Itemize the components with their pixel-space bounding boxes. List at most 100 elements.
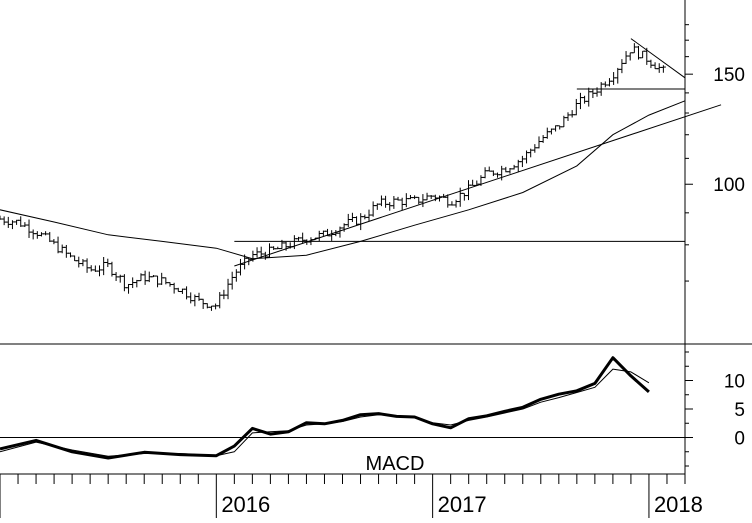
price-bar — [619, 59, 625, 74]
price-bar — [221, 289, 227, 300]
price-bar — [217, 292, 223, 309]
price-bar — [383, 195, 389, 208]
price-bar — [354, 216, 360, 226]
price-bar — [532, 144, 538, 153]
price-y-tick-label: 100 — [713, 175, 745, 196]
price-bar — [553, 125, 559, 132]
price-bar — [266, 243, 272, 258]
price-bar — [175, 287, 181, 293]
price-bar — [208, 305, 214, 311]
price-bar — [155, 275, 161, 288]
trendline — [630, 38, 686, 79]
price-panel — [0, 38, 722, 311]
price-bar — [171, 282, 177, 294]
price-bar — [391, 196, 397, 209]
price-bar — [623, 51, 629, 64]
macd-thin-line — [0, 368, 650, 457]
price-bar — [660, 65, 666, 73]
macd-panel: MACD — [0, 356, 685, 475]
price-bar — [213, 303, 219, 310]
price-bar — [652, 62, 658, 70]
price-bar — [63, 244, 69, 258]
price-bar — [229, 271, 235, 290]
price-bar — [453, 199, 459, 208]
trendline — [234, 104, 722, 267]
price-bar — [18, 216, 24, 227]
price-bar — [519, 155, 525, 168]
moving-average-line — [0, 100, 686, 260]
price-bar — [420, 194, 426, 208]
price-bar — [606, 78, 612, 87]
price-bar — [631, 43, 637, 54]
price-bar — [640, 50, 646, 59]
price-bar — [403, 193, 409, 208]
price-bar — [482, 167, 488, 179]
macd-y-tick-label: 10 — [724, 372, 745, 393]
price-bar — [5, 216, 11, 228]
price-bar — [470, 179, 476, 186]
price-bar — [627, 52, 633, 61]
price-bar — [1, 216, 7, 226]
price-bar — [142, 270, 148, 285]
price-bar — [159, 272, 165, 285]
price-bar — [565, 112, 571, 121]
price-bar — [569, 110, 575, 118]
price-bar — [540, 135, 546, 143]
price-bar — [407, 194, 413, 200]
price-bar — [656, 63, 662, 73]
price-bar — [648, 59, 654, 69]
price-bar — [387, 202, 393, 211]
macd-y-tick-label: 5 — [734, 400, 745, 421]
price-bar — [88, 265, 94, 272]
price-bar — [105, 258, 111, 268]
price-bar — [573, 98, 579, 116]
price-bar — [84, 258, 90, 273]
price-bar — [486, 166, 492, 172]
price-bar — [163, 277, 169, 285]
price-bar — [582, 95, 588, 104]
price-bar — [611, 72, 617, 85]
price-bar — [26, 219, 32, 238]
price-bar — [72, 255, 78, 262]
price-bar — [76, 256, 82, 268]
price-bar — [30, 229, 36, 240]
price-bar — [55, 236, 61, 254]
price-y-tick-label: 150 — [713, 65, 745, 86]
price-bar — [586, 87, 592, 107]
price-bar — [300, 232, 306, 244]
price-bar — [184, 286, 190, 300]
price-bar — [358, 213, 364, 231]
price-bar — [271, 246, 277, 250]
price-bar — [225, 278, 231, 300]
price-bar — [416, 196, 422, 205]
price-bar — [43, 231, 49, 236]
price-bar — [461, 192, 467, 201]
price-bar — [490, 170, 496, 177]
price-bar — [615, 67, 621, 84]
price-bar — [536, 136, 542, 149]
price-bar — [602, 81, 608, 88]
price-bar — [126, 283, 132, 294]
price-bar — [59, 244, 65, 254]
price-bar — [47, 231, 53, 243]
price-bar — [80, 259, 86, 267]
year-label: 2018 — [654, 492, 703, 517]
price-bar — [101, 256, 107, 276]
price-bar — [399, 197, 405, 211]
price-bar — [188, 292, 194, 304]
year-label: 2016 — [221, 492, 270, 517]
price-bar — [329, 230, 335, 241]
macd-thick-line — [0, 356, 650, 460]
price-bar — [233, 269, 239, 282]
price-bar — [370, 201, 376, 217]
price-bar — [544, 127, 550, 139]
price-bar — [577, 92, 583, 110]
price-bar — [121, 274, 127, 292]
price-bar — [378, 195, 384, 207]
macd-title: MACD — [366, 453, 425, 475]
price-bar — [254, 247, 260, 258]
macd-y-tick-label: 0 — [734, 429, 745, 450]
